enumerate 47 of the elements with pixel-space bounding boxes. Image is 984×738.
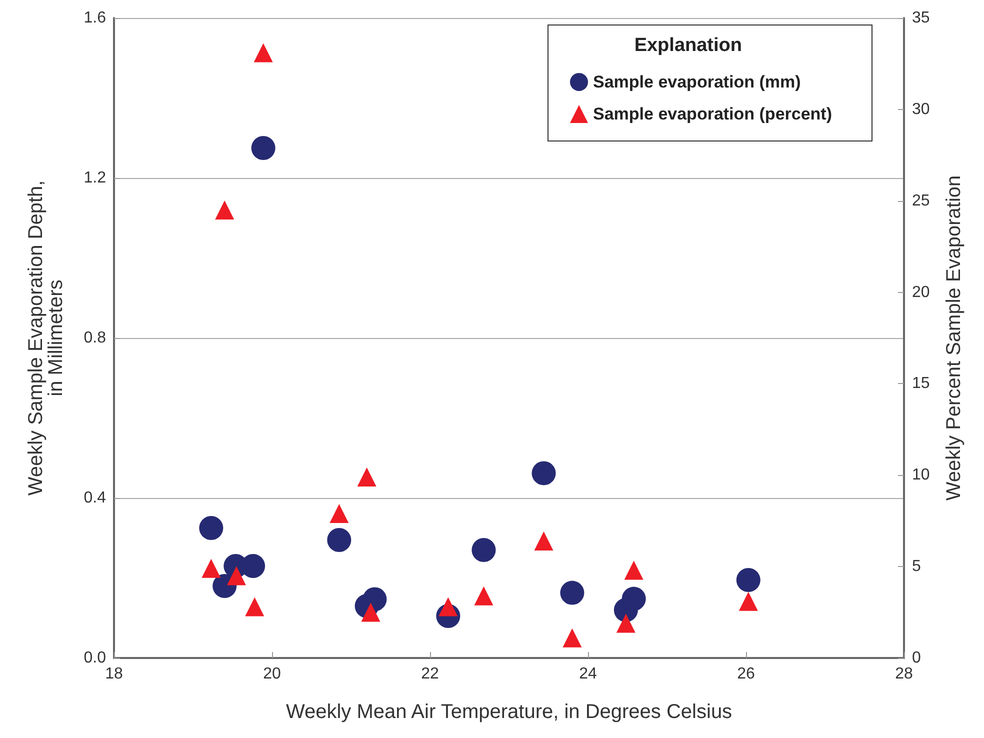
legend-title: Explanation [634,35,742,56]
point [251,136,276,160]
point [474,586,494,606]
point [624,560,644,580]
y2-tick-label: 5 [912,558,921,576]
y2-tick-label: 15 [912,375,930,392]
y2-tick-label: 30 [912,100,930,118]
point [215,200,234,220]
y-tick-label: 0.4 [84,490,106,506]
y-tick-label: 0.8 [84,330,106,346]
y-tick-label: 1.6 [84,10,106,26]
x-tick-label: 20 [263,666,281,682]
y2-tick-label: 0 [912,650,921,666]
point [560,580,584,605]
y2-tick-label: 25 [912,192,930,210]
point [562,628,582,648]
x-tick-label: 18 [105,666,123,682]
point [357,467,376,486]
point [472,538,496,562]
point [532,461,556,486]
point [327,528,352,552]
y2-tick-label: 20 [912,284,930,301]
y2-tick-label: 10 [912,466,930,484]
x-tick-label: 22 [421,666,439,682]
point [616,614,636,633]
point [245,597,264,616]
point [199,516,224,540]
y2-axis-title: Weekly Percent Sample Evaporation [943,175,965,501]
point [202,558,221,578]
x-tick-label: 28 [895,666,913,682]
point [226,566,246,586]
y2-tick-label: 35 [912,10,930,26]
point [534,531,554,550]
x-tick-label: 24 [579,666,597,682]
point [622,586,646,611]
point [736,568,760,592]
y-axis-title: Weekly Sample Evaporation Depth, in Millimeters [25,180,67,496]
x-tick-label: 26 [737,666,755,682]
legend-label: Sample evaporation (percent) [592,104,832,124]
x-axis-title: Weekly Mean Air Temperature, in Degrees Celsius [286,701,732,723]
point [362,587,387,612]
point [738,592,758,611]
y-tick-label: 1.2 [84,170,106,186]
y-tick-label: 0.0 [84,650,106,666]
point [330,504,349,524]
legend-label: Sample evaporation (mm) [592,72,801,92]
point [254,43,273,62]
